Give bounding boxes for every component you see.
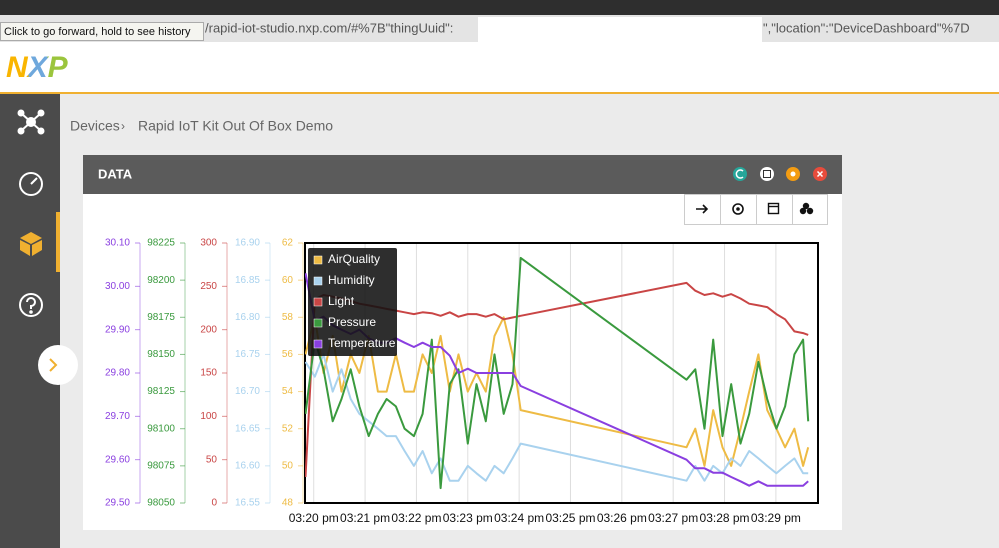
y-tick-label: 54	[282, 386, 294, 397]
y-tick-label: 16.65	[235, 423, 260, 434]
x-tick-label: 03:27 pm	[648, 511, 698, 525]
y-tick-label: 29.80	[105, 368, 130, 379]
legend-label: Humidity	[328, 273, 375, 287]
series-line	[305, 256, 810, 490]
nav-dashboard[interactable]	[19, 172, 43, 196]
y-tick-label: 200	[200, 324, 217, 335]
toolbar-datasets[interactable]	[799, 202, 814, 215]
x-tick-label: 03:26 pm	[597, 511, 647, 525]
app-header	[0, 42, 999, 93]
y-tick-label: 30.10	[105, 238, 130, 249]
url-prefix[interactable]: /rapid-iot-studio.nxp.com/#%7B"thingUuid…	[205, 20, 453, 35]
y-tick-label: 16.70	[235, 386, 260, 397]
logo[interactable]: NXP	[6, 51, 69, 84]
y-tick-label: 30.00	[105, 281, 130, 292]
y-tick-label: 29.70	[105, 411, 130, 422]
breadcrumb-link[interactable]: Devices	[70, 118, 120, 134]
y-tick-label: 16.90	[235, 238, 260, 249]
panel-header	[83, 155, 842, 194]
x-tick-label: 03:24 pm	[494, 511, 544, 525]
y-tick-label: 16.75	[235, 349, 260, 360]
panel-close[interactable]	[813, 167, 827, 181]
x-tick-label: 03:20 pm	[289, 511, 339, 525]
y-tick-label: 98200	[147, 275, 175, 286]
header-rule	[0, 92, 999, 94]
tooltip: Click to go forward, hold to see history	[4, 26, 191, 38]
panel-save[interactable]	[760, 167, 774, 181]
y-tick-label: 300	[200, 238, 217, 249]
series-line	[305, 353, 809, 482]
legend-swatch	[313, 276, 323, 286]
y-tick-label: 100	[200, 411, 217, 422]
nav-devices[interactable]	[17, 109, 45, 135]
panel-title: DATA	[98, 166, 133, 181]
legend-label: Temperature	[328, 336, 396, 350]
x-tick-label: 03:29 pm	[751, 511, 801, 525]
y-tick-label: 98075	[147, 460, 175, 471]
toolbar-date[interactable]	[767, 202, 780, 215]
x-tick-label: 03:22 pm	[391, 511, 441, 525]
toolbar-follow[interactable]	[696, 204, 709, 214]
tab-bar	[0, 0, 999, 15]
y-tick-label: 56	[282, 349, 294, 360]
x-tick-label: 03:28 pm	[700, 511, 750, 525]
y-tick-label: 16.60	[235, 460, 260, 471]
y-tick-label: 52	[282, 423, 294, 434]
y-tick-label: 150	[200, 368, 217, 379]
y-tick-label: 0	[211, 498, 217, 509]
y-tick-label: 48	[282, 498, 294, 509]
y-tick-label: 250	[200, 281, 217, 292]
legend-swatch	[313, 255, 323, 265]
breadcrumb-current: Rapid IoT Kit Out Of Box Demo	[138, 118, 333, 134]
legend-label: AirQuality	[328, 252, 380, 266]
legend-box	[308, 248, 397, 356]
y-tick-label: 50	[206, 454, 218, 465]
y-tick-label: 62	[282, 238, 294, 249]
y-tick-label: 60	[282, 275, 294, 286]
x-tick-label: 03:21 pm	[340, 511, 390, 525]
legend-swatch	[313, 297, 323, 307]
y-tick-label: 98050	[147, 498, 175, 509]
toolbar-reset[interactable]	[732, 203, 744, 215]
legend-label: Light	[328, 294, 355, 308]
plot-frame	[304, 242, 819, 504]
sidebar	[0, 94, 60, 548]
x-tick-label: 03:23 pm	[443, 511, 493, 525]
sidebar-toggle[interactable]	[38, 345, 78, 385]
panel-settings[interactable]	[786, 167, 800, 181]
y-tick-label: 16.85	[235, 275, 260, 286]
legend-swatch	[313, 339, 323, 349]
legend-label: Pressure	[328, 315, 376, 329]
y-tick-label: 29.50	[105, 498, 130, 509]
y-tick-label: 16.80	[235, 312, 260, 323]
nav-packages[interactable]	[20, 232, 42, 256]
breadcrumb-separator: ›	[121, 119, 125, 133]
y-tick-label: 98125	[147, 386, 175, 397]
panel-refresh[interactable]	[733, 167, 747, 181]
y-tick-label: 50	[282, 460, 294, 471]
y-tick-label: 98225	[147, 238, 175, 249]
y-tick-label: 98150	[147, 349, 175, 360]
y-tick-label: 16.55	[235, 498, 260, 509]
legend-swatch	[313, 318, 323, 328]
chart: 03:20 pm 03:21 pm 03:22 pm 03:23 pm 03:24 pm…	[105, 238, 819, 525]
nav-active-marker	[56, 212, 60, 272]
url-redaction	[478, 17, 762, 42]
y-tick-label: 29.90	[105, 324, 130, 335]
y-tick-label: 98100	[147, 423, 175, 434]
y-tick-label: 29.60	[105, 454, 130, 465]
x-tick-label: 03:25 pm	[545, 511, 595, 525]
nav-help[interactable]	[19, 293, 43, 317]
tooltip-box	[0, 22, 204, 41]
url-suffix[interactable]: ","location":"DeviceDashboard"%7D	[763, 20, 970, 35]
y-tick-label: 98175	[147, 312, 175, 323]
y-tick-label: 58	[282, 312, 294, 323]
